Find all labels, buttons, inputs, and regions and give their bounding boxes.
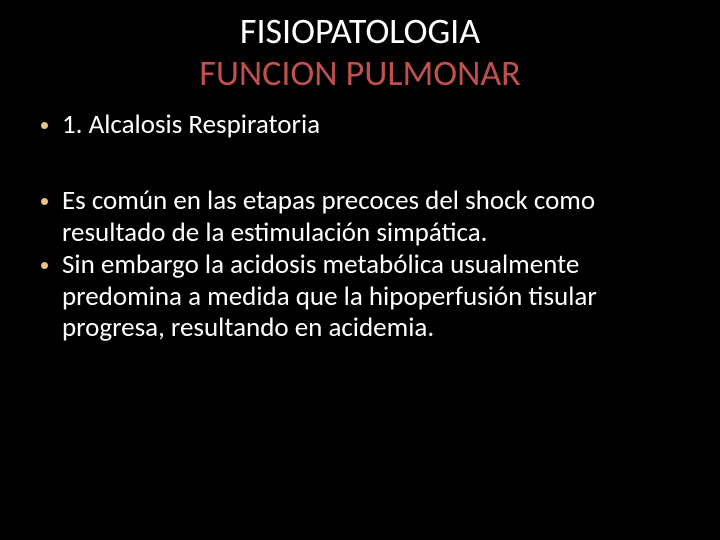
title-line-1: FISIOPATOLOGIA (36, 12, 684, 52)
spacer (62, 141, 684, 185)
bullet-item: 1. Alcalosis Respiratoria (62, 109, 684, 141)
slide-title: FISIOPATOLOGIA FUNCION PULMONAR (36, 12, 684, 93)
bullet-item: Es común en las etapas precoces del shoc… (62, 185, 684, 249)
bullet-list: 1. Alcalosis Respiratoria Es común en la… (36, 109, 684, 344)
bullet-item: Sin embargo la acidosis metabólica usual… (62, 249, 684, 345)
slide: FISIOPATOLOGIA FUNCION PULMONAR 1. Alcal… (0, 0, 720, 540)
title-line-2: FUNCION PULMONAR (36, 54, 684, 94)
